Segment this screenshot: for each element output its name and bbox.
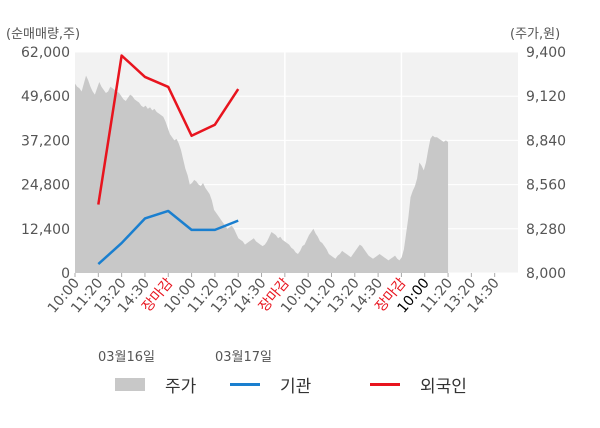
legend-item-price: 주가 bbox=[115, 372, 196, 397]
legend: 주가 기관 외국인 bbox=[0, 372, 600, 397]
right-axis-tick-label: 9,120 bbox=[526, 89, 566, 105]
date-label-first: 03월16일 bbox=[98, 350, 156, 365]
chart-canvas: 62,000 9,400 49,600 9,120 37,200 8,840 24,800 8… bbox=[21, 45, 566, 316]
right-axis-tick-label: 8,840 bbox=[526, 133, 566, 149]
legend-swatch-institution bbox=[230, 383, 260, 386]
left-axis-tick-label: 62,000 bbox=[21, 45, 70, 61]
left-axis-tick-label: 37,200 bbox=[21, 133, 70, 149]
left-axis-tick-label: 12,400 bbox=[21, 222, 70, 238]
legend-item-institution: 기관 bbox=[230, 372, 311, 397]
price-area bbox=[75, 75, 449, 274]
right-axis-unit-label: (주가,원) bbox=[510, 27, 561, 42]
legend-swatch-foreign bbox=[370, 383, 400, 386]
right-axis-tick-label: 8,280 bbox=[526, 222, 566, 238]
series-line bbox=[97, 209, 239, 266]
series-line bbox=[97, 54, 240, 205]
left-axis-tick-label: 0 bbox=[61, 266, 70, 282]
left-axis-tick-label: 49,600 bbox=[21, 89, 70, 105]
legend-label-foreign: 외국인 bbox=[420, 377, 467, 397]
legend-label-price: 주가 bbox=[165, 377, 197, 397]
left-axis-tick-label: 24,800 bbox=[21, 178, 70, 194]
right-axis-tick-label: 8,560 bbox=[526, 178, 566, 194]
date-label-second: 03월17일 bbox=[215, 350, 273, 365]
legend-item-foreign: 외국인 bbox=[370, 372, 467, 397]
left-axis-unit-label: (순매매량,주) bbox=[6, 27, 81, 42]
right-axis-tick-label: 8,000 bbox=[526, 266, 566, 282]
legend-label-institution: 기관 bbox=[280, 377, 312, 397]
legend-swatch-price bbox=[115, 378, 145, 391]
right-axis-tick-label: 9,400 bbox=[526, 45, 566, 61]
